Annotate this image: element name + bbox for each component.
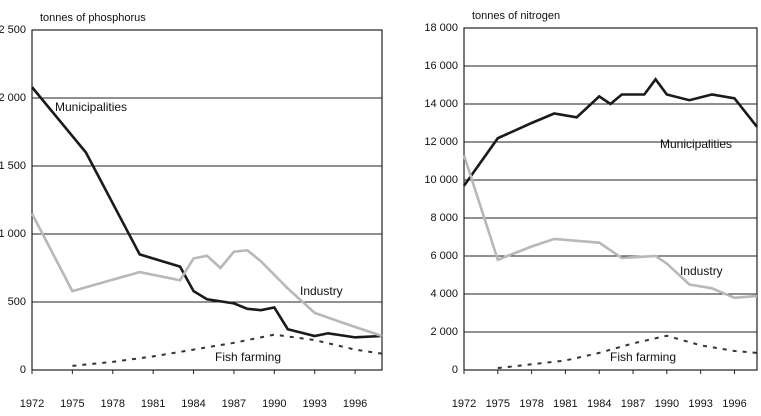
series-line (462, 77, 759, 187)
x-tick-label: 1984 (181, 398, 205, 410)
series-label: Municipalities (55, 100, 127, 114)
x-tick-label: 1975 (60, 398, 84, 410)
y-tick-label: 2 500 (0, 24, 26, 36)
x-tick-label: 1984 (587, 398, 611, 410)
series-label: Fish farming (610, 350, 676, 364)
x-tick-label: 1996 (343, 398, 367, 410)
y-tick-label: 4 000 (430, 288, 458, 300)
x-tick-label: 1978 (101, 398, 125, 410)
x-tick-label: 1996 (722, 398, 746, 410)
y-axis-label: tonnes of phosphorus (40, 12, 146, 24)
y-tick-label: 1 000 (0, 228, 26, 240)
series-line (72, 333, 383, 367)
y-tick-label: 8 000 (430, 212, 458, 224)
x-tick-label: 1978 (519, 398, 543, 410)
series-line (30, 212, 383, 338)
x-tick-label: 1993 (688, 398, 712, 410)
x-tick-label: 1987 (621, 398, 645, 410)
x-tick-label: 1972 (452, 398, 476, 410)
y-tick-label: 0 (20, 364, 26, 376)
series-line (30, 86, 383, 339)
y-tick-label: 6 000 (430, 250, 458, 262)
series-line (462, 154, 758, 300)
series-label: Fish farming (215, 350, 281, 364)
series-label: Industry (680, 264, 723, 278)
y-tick-label: 16 000 (424, 60, 458, 72)
series-label: Municipalities (660, 137, 732, 151)
series-label: Industry (300, 284, 343, 298)
y-tick-label: 1 500 (0, 160, 26, 172)
x-tick-label: 1987 (222, 398, 246, 410)
x-tick-label: 1990 (262, 398, 286, 410)
x-tick-label: 1990 (655, 398, 679, 410)
y-tick-label: 500 (8, 296, 26, 308)
y-tick-label: 14 000 (424, 98, 458, 110)
x-tick-label: 1981 (141, 398, 165, 410)
y-tick-label: 10 000 (424, 174, 458, 186)
y-tick-label: 12 000 (424, 136, 458, 148)
y-tick-label: 0 (452, 364, 458, 376)
x-tick-label: 1972 (20, 398, 44, 410)
x-tick-label: 1981 (553, 398, 577, 410)
x-tick-label: 1993 (302, 398, 326, 410)
y-tick-label: 2 000 (0, 92, 26, 104)
y-tick-label: 2 000 (430, 326, 458, 338)
series-line (497, 334, 758, 370)
y-axis-label: tonnes of nitrogen (472, 10, 560, 22)
x-tick-label: 1975 (486, 398, 510, 410)
plot-frame (31, 29, 383, 371)
plot-frame (463, 27, 758, 371)
y-tick-label: 18 000 (424, 22, 458, 34)
